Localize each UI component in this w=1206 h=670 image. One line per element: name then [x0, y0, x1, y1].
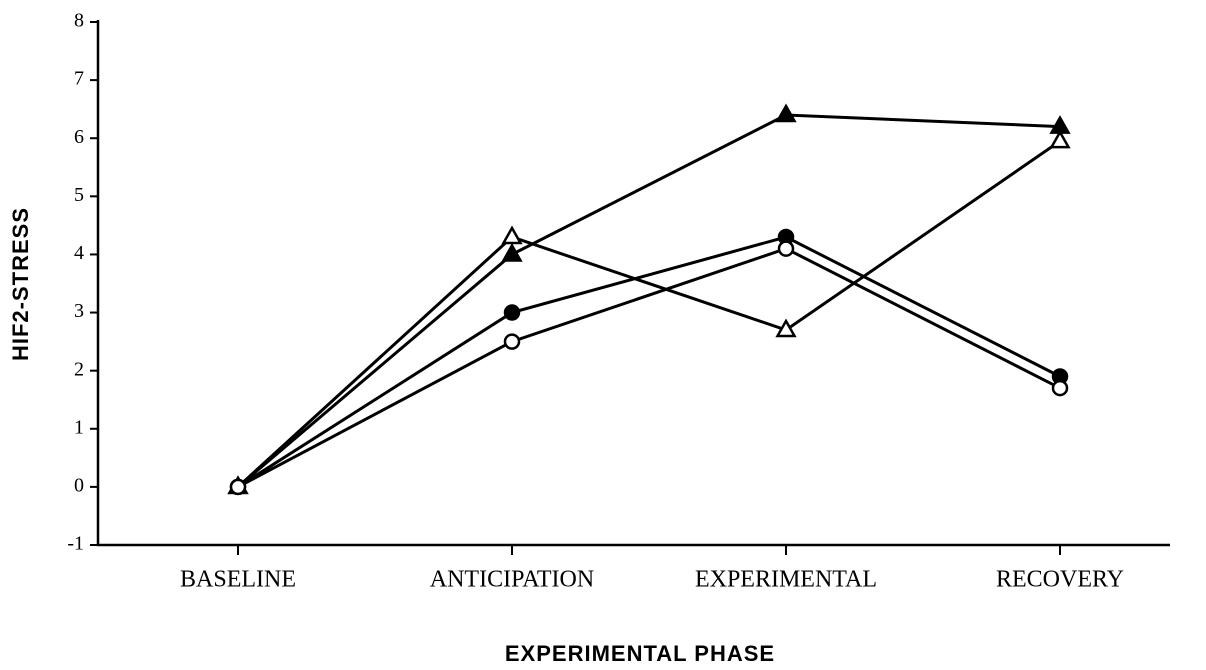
x-tick-label: BASELINE — [180, 567, 296, 593]
series-line — [237, 113, 1061, 489]
series-line — [236, 139, 1061, 488]
series-line — [237, 235, 1061, 489]
y-tick-label: 2 — [74, 358, 84, 380]
x-tick-label: RECOVERY — [996, 567, 1124, 593]
series-line — [237, 247, 1061, 489]
marker — [777, 240, 795, 257]
y-tick-label: 3 — [74, 300, 84, 322]
marker — [775, 318, 797, 338]
y-axis-title: HIF2-STRESS — [8, 207, 33, 361]
marker — [501, 225, 523, 245]
y-tick-label: 8 — [74, 10, 84, 32]
marker — [501, 242, 523, 262]
y-tick-label: -1 — [67, 533, 84, 555]
y-tick-label: 4 — [74, 242, 84, 264]
y-tick-label: 1 — [74, 416, 84, 438]
y-tick-label: 6 — [74, 126, 84, 148]
marker — [775, 103, 797, 123]
x-tick-label: ANTICIPATION — [430, 567, 594, 593]
marker — [503, 333, 521, 350]
marker — [1049, 129, 1071, 149]
y-tick-label: 7 — [74, 68, 84, 90]
y-tick-label: 0 — [74, 474, 84, 496]
x-axis-title: EXPERIMENTAL PHASE — [505, 641, 775, 666]
x-tick-label: EXPERIMENTAL — [695, 567, 877, 593]
marker — [1051, 379, 1069, 397]
marker — [229, 478, 247, 496]
marker — [503, 304, 521, 321]
y-tick-label: 5 — [74, 184, 84, 206]
